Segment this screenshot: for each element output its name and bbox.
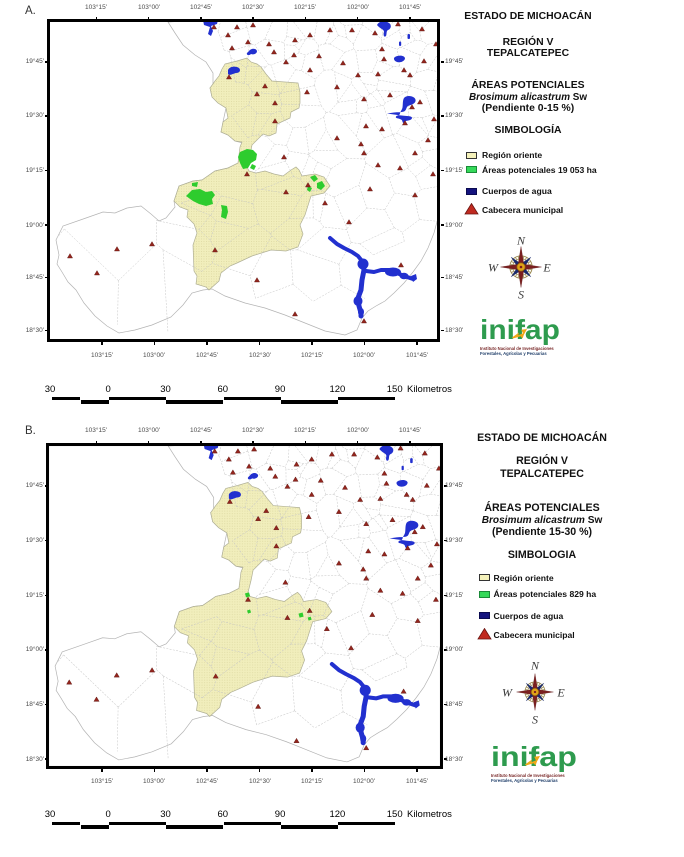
svg-text:E: E — [556, 686, 565, 700]
svg-text:N: N — [530, 659, 540, 673]
svg-text:S: S — [532, 713, 538, 727]
svg-text:S: S — [518, 287, 524, 301]
svg-text:W: W — [488, 260, 499, 274]
svg-text:W: W — [502, 686, 513, 700]
svg-text:E: E — [542, 260, 551, 274]
svg-text:N: N — [515, 233, 525, 247]
